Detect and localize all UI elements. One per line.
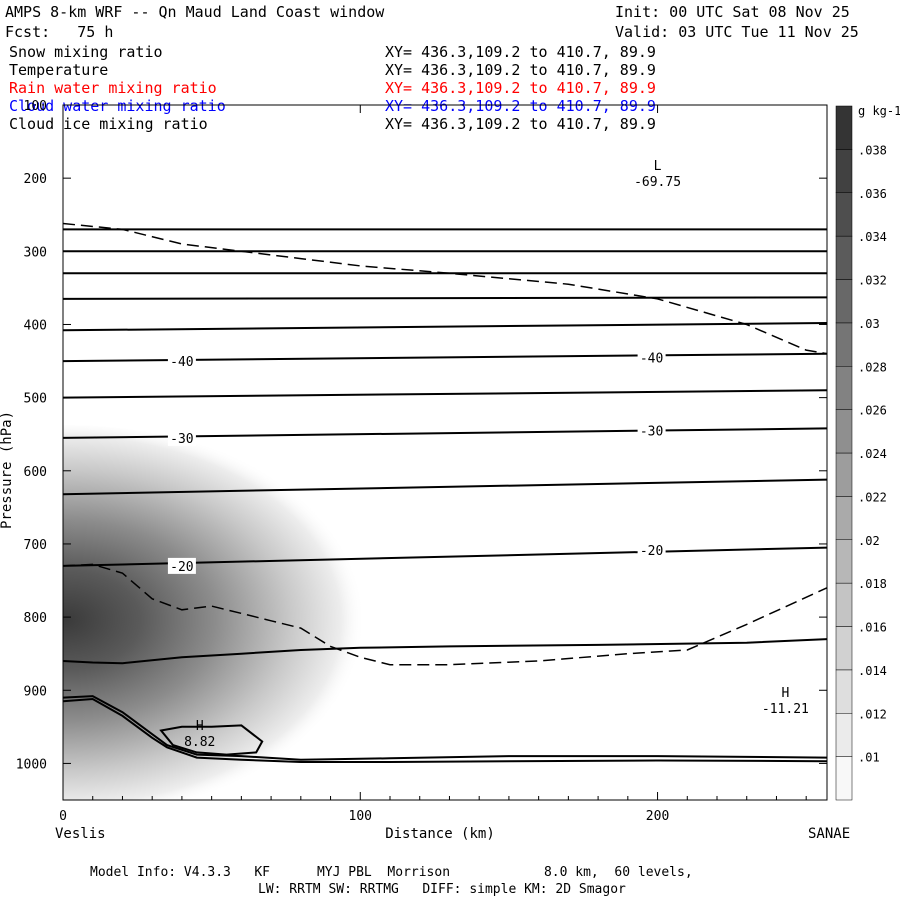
contour-label-bg (637, 349, 666, 366)
contour-label-bg (637, 422, 666, 439)
y-tick-label: 600 (24, 465, 47, 480)
plot-frame (62, 104, 828, 801)
colorbar-segment (835, 149, 853, 193)
temperature-contour (63, 389, 827, 399)
y-axis-label: Pressure (hPa) (0, 411, 15, 529)
colorbar-label: .01 (858, 751, 880, 765)
legend-field-name: Snow mixing ratio (9, 43, 163, 61)
colorbar-segment (835, 452, 853, 497)
x-tick-label: 100 (349, 809, 372, 824)
temperature-contour (63, 697, 827, 763)
dashed-contour (63, 563, 827, 666)
temperature-contour-label: -40 (640, 351, 663, 366)
colorbar-segment (835, 669, 853, 714)
y-tick-label: 900 (24, 684, 47, 699)
y-tick-label: 300 (24, 245, 47, 260)
legend-field-coords: XY= 436.3,109.2 to 410.7, 89.9 (385, 43, 656, 61)
y-tick-label: 500 (24, 392, 47, 407)
x-tick-label: 200 (646, 809, 669, 824)
extremum-value: -11.21 (762, 702, 809, 717)
temperature-contour-label: -20 (640, 544, 663, 559)
contour-label-bg (167, 557, 196, 574)
temperature-contour-label: -40 (170, 355, 193, 370)
extremum-value: 8.82 (184, 735, 215, 750)
app-title: AMPS 8-km WRF -- Qn Maud Land Coast wind… (5, 3, 385, 21)
colorbar-label: .012 (858, 707, 887, 721)
y-tick-label: 800 (24, 611, 47, 626)
y-tick-label: 1000 (16, 757, 47, 772)
colorbar-label: .026 (858, 404, 887, 418)
model-info-line-2: LW: RRTM SW: RRTMG DIFF: simple KM: 2D S… (258, 882, 626, 897)
legend-field-name: Cloud ice mixing ratio (9, 115, 208, 133)
temperature-contour-label: -30 (170, 432, 193, 447)
colorbar-label: .028 (858, 360, 887, 374)
init-time: Init: 00 UTC Sat 08 Nov 25 (615, 3, 850, 21)
snow-mixing-ratio-field (63, 425, 375, 800)
legend-field-coords: XY= 436.3,109.2 to 410.7, 89.9 (385, 97, 656, 115)
temperature-contour (63, 296, 827, 300)
legend-field-name: Rain water mixing ratio (9, 79, 217, 97)
colorbar-segment (835, 235, 853, 280)
contour-label-bg (167, 353, 196, 370)
y-tick-label: 700 (24, 538, 47, 553)
colorbar-label: .022 (858, 490, 887, 504)
extremum-kind: L (654, 159, 662, 174)
colorbar-label: .038 (858, 143, 887, 157)
x-axis-label: Distance (km) (385, 826, 495, 842)
temperature-contour (63, 695, 827, 761)
legend-field-coords: XY= 436.3,109.2 to 410.7, 89.9 (385, 79, 656, 97)
right-station-label: SANAE (808, 826, 850, 842)
colorbar-segment (835, 713, 853, 757)
extremum-value: -69.75 (634, 175, 681, 190)
colorbar-unit: g kg-1 (858, 104, 900, 118)
temperature-contour-label: -20 (170, 560, 193, 575)
temperature-contour (63, 638, 827, 665)
colorbar-label: .024 (858, 447, 887, 461)
y-tick-label: 200 (24, 172, 47, 187)
colorbar-segment (835, 192, 853, 237)
legend-field-name: Temperature (9, 61, 109, 79)
y-tick-label: 400 (24, 318, 47, 333)
valid-time: Valid: 03 UTC Tue 11 Nov 25 (615, 23, 859, 41)
colorbar-segment (835, 626, 853, 671)
extremum-kind: H (781, 686, 789, 701)
legend-field-name: Cloud water mixing ratio (9, 97, 226, 115)
colorbar-segment (835, 756, 853, 801)
colorbar-segment (835, 409, 853, 454)
colorbar-segment (835, 105, 853, 150)
colorbar-label: .014 (858, 664, 887, 678)
colorbar-segment (835, 539, 853, 584)
colorbar-segment (835, 366, 853, 410)
x-tick-label: 0 (59, 809, 67, 824)
colorbar-segment (835, 582, 853, 627)
temperature-contour-label: -30 (640, 425, 663, 440)
colorbar-label: .02 (858, 534, 880, 548)
y-tick-label: 100 (24, 99, 47, 114)
colorbar-segment (835, 496, 853, 540)
dashed-contour (63, 222, 827, 355)
colorbar-segment (835, 322, 853, 367)
model-info-line-1: Model Info: V4.3.3 KF MYJ PBL Morrison 8… (90, 865, 693, 880)
colorbar-label: .032 (858, 274, 887, 288)
colorbar-label: .018 (858, 577, 887, 591)
forecast-hour: Fcst: 75 h (5, 23, 114, 41)
colorbar-label: .016 (858, 621, 887, 635)
left-station-label: Veslis (55, 826, 106, 842)
colorbar-label: .036 (858, 187, 887, 201)
contour-label-bg (167, 429, 196, 446)
colorbar-segment (835, 279, 853, 324)
colorbar-label: .034 (858, 230, 887, 244)
closed-contour (159, 724, 264, 756)
colorbar-label: .03 (858, 317, 880, 331)
contour-label-bg (637, 541, 666, 558)
temperature-contour (63, 478, 827, 496)
extremum-kind: H (196, 719, 204, 734)
legend-field-coords: XY= 436.3,109.2 to 410.7, 89.9 (385, 115, 656, 133)
temperature-contour (63, 322, 827, 332)
legend-field-coords: XY= 436.3,109.2 to 410.7, 89.9 (385, 61, 656, 79)
